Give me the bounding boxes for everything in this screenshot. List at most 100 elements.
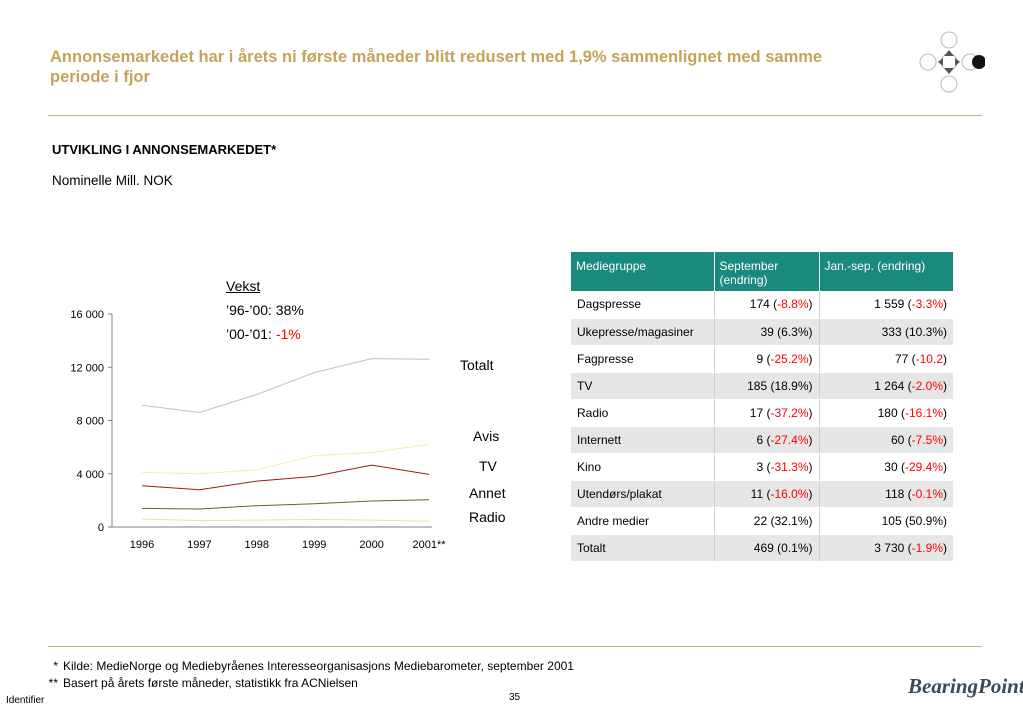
jan-sep-value: 77 ( bbox=[894, 351, 916, 366]
footnote-2-text: Basert på årets første måneder, statisti… bbox=[63, 676, 358, 690]
page-number: 35 bbox=[509, 692, 521, 703]
september-value: 6 ( bbox=[756, 432, 771, 447]
cell-jan-sep: 180 (-16.1%) bbox=[819, 399, 953, 427]
table-row: Utendørs/plakat 11 (-16.0%) 118 (-0.1%) bbox=[571, 480, 953, 508]
series-line-tv bbox=[141, 464, 430, 491]
identifier-label: Identifier bbox=[6, 695, 45, 706]
table-row: Kino 3 (-31.3%) 30 (-29.4%) bbox=[571, 453, 953, 481]
jan-sep-change: -0.1% bbox=[911, 486, 943, 501]
footer-divider bbox=[48, 646, 982, 647]
footnote-2: ** Basert på årets første måneder, statis… bbox=[40, 676, 358, 690]
september-change: -8.8% bbox=[777, 297, 809, 312]
growth-line-2: ’00-’01: -1% bbox=[226, 322, 304, 346]
footnote-2-marker: ** bbox=[48, 676, 58, 690]
cell-september: 11 (-16.0%) bbox=[714, 480, 820, 508]
september-value: 174 ( bbox=[749, 297, 778, 312]
jan-sep-change: -29.4% bbox=[904, 459, 943, 474]
y-tick-label: 0 bbox=[98, 522, 104, 534]
series-label-radio: Radio bbox=[469, 509, 506, 525]
september-value: 11 ( bbox=[750, 486, 771, 501]
footnote-1: * Kilde: MedieNorge og Mediebyråenes Inte… bbox=[40, 659, 574, 673]
table-row: Fagpresse 9 (-25.2%) 77 (-10.2) bbox=[571, 345, 953, 373]
jan-sep-change: -7.5% bbox=[911, 432, 943, 447]
cell-mediegruppe: Totalt bbox=[571, 534, 715, 562]
jan-sep-value: 333 ( bbox=[881, 324, 909, 339]
jan-sep-value: 105 ( bbox=[881, 513, 909, 528]
jan-sep-change: -10.2 bbox=[915, 351, 943, 366]
title-divider bbox=[48, 115, 982, 116]
cell-jan-sep: 105 (50.9%) bbox=[819, 507, 953, 535]
col-header-september: September (endring) bbox=[714, 252, 820, 291]
september-value: 22 ( bbox=[753, 513, 775, 528]
jan-sep-change: 50.9% bbox=[908, 513, 943, 528]
september-change: 32.1% bbox=[774, 513, 809, 528]
table-row: Internett 6 (-27.4%) 60 (-7.5%) bbox=[571, 426, 953, 454]
cell-september: 17 (-37.2%) bbox=[714, 399, 820, 427]
footnote-1-text: Kilde: MedieNorge og Mediebyråenes Inter… bbox=[63, 659, 574, 673]
september-change: 6.3% bbox=[781, 324, 809, 339]
cell-mediegruppe: Andre medier bbox=[571, 507, 715, 535]
x-tick-label: 1999 bbox=[302, 539, 326, 551]
series-line-radio bbox=[141, 518, 430, 522]
x-tick-label: 1998 bbox=[245, 539, 269, 551]
jan-sep-change: -3.3% bbox=[911, 297, 943, 312]
cell-jan-sep: 3 730 (-1.9%) bbox=[819, 534, 953, 562]
table-row: Andre medier 22 (32.1%) 105 (50.9%) bbox=[571, 507, 953, 535]
diamond-logo-icon bbox=[919, 31, 985, 93]
cell-jan-sep: 333 (10.3%) bbox=[819, 318, 953, 346]
cell-september: 6 (-27.4%) bbox=[714, 426, 820, 454]
cell-september: 9 (-25.2%) bbox=[714, 345, 820, 373]
growth-box: Vekst ’96-’00: 38% ’00-’01: -1% bbox=[226, 274, 304, 346]
table-row: Radio 17 (-37.2%) 180 (-16.1%) bbox=[571, 399, 953, 427]
table-row: Ukepresse/magasiner 39 (6.3%) 333 (10.3%) bbox=[571, 318, 953, 346]
cell-mediegruppe: Utendørs/plakat bbox=[571, 480, 715, 508]
cell-jan-sep: 77 (-10.2) bbox=[819, 345, 953, 373]
cell-september: 3 (-31.3%) bbox=[714, 453, 820, 481]
september-change: -16.0% bbox=[770, 486, 809, 501]
cell-jan-sep: 118 (-0.1%) bbox=[819, 480, 953, 508]
cell-september: 469 (0.1%) bbox=[714, 534, 820, 562]
x-tick-label: 1997 bbox=[187, 539, 211, 551]
cell-september: 185 (18.9%) bbox=[714, 372, 820, 400]
y-tick-label: 16 000 bbox=[70, 309, 104, 321]
section-title: UTVIKLING I ANNONSEMARKEDET* bbox=[52, 142, 277, 157]
september-value: 9 ( bbox=[756, 351, 771, 366]
unit-subtitle: Nominelle Mill. NOK bbox=[52, 173, 173, 188]
series-label-tv: TV bbox=[479, 458, 497, 474]
september-value: 17 ( bbox=[749, 405, 771, 420]
series-line-avis bbox=[141, 444, 430, 475]
growth-heading: Vekst bbox=[226, 278, 261, 294]
brand-logo: BearingPoint bbox=[908, 674, 1023, 698]
series-label-totalt: Totalt bbox=[460, 357, 494, 373]
september-change: -37.2% bbox=[770, 405, 809, 420]
market-line-chart: 0 4 000 8 000 12 000 16 000 1996 1997 1998 1999 2… bbox=[70, 309, 446, 551]
cell-september: 174 (-8.8%) bbox=[714, 291, 820, 319]
jan-sep-value: 180 ( bbox=[877, 405, 905, 420]
september-value: 3 ( bbox=[756, 459, 771, 474]
y-tick-label: 12 000 bbox=[70, 362, 104, 374]
y-tick-label: 8 000 bbox=[76, 416, 104, 428]
jan-sep-value: 1 559 ( bbox=[874, 297, 912, 312]
cell-mediegruppe: Ukepresse/magasiner bbox=[571, 318, 715, 346]
y-tick-label: 4 000 bbox=[76, 469, 104, 481]
growth-line-1: ’96-’00: 38% bbox=[226, 302, 304, 318]
cell-mediegruppe: Radio bbox=[571, 399, 715, 427]
september-change: -25.2% bbox=[770, 351, 809, 366]
september-value: 185 ( bbox=[747, 378, 775, 393]
cell-jan-sep: 1 559 (-3.3%) bbox=[819, 291, 953, 319]
september-change: 0.1% bbox=[781, 540, 809, 555]
x-tick-label: 2001** bbox=[412, 539, 446, 551]
jan-sep-value: 30 ( bbox=[884, 459, 905, 474]
media-group-table: Mediegruppe September (endring) Jan.-sep… bbox=[571, 252, 954, 562]
growth-line-2-prefix: ’00-’01: bbox=[226, 326, 276, 342]
jan-sep-value: 3 730 ( bbox=[874, 540, 912, 555]
table-row: Totalt 469 (0.1%) 3 730 (-1.9%) bbox=[571, 534, 953, 562]
jan-sep-change: -16.1% bbox=[904, 405, 943, 420]
jan-sep-change: 10.3% bbox=[908, 324, 943, 339]
jan-sep-change: -2.0% bbox=[911, 378, 943, 393]
x-tick-label: 1996 bbox=[130, 539, 154, 551]
x-tick-label: 2000 bbox=[359, 539, 383, 551]
series-label-annet: Annet bbox=[469, 485, 506, 501]
table-row: Dagspresse 174 (-8.8%) 1 559 (-3.3%) bbox=[571, 291, 953, 319]
jan-sep-change: -1.9% bbox=[911, 540, 943, 555]
